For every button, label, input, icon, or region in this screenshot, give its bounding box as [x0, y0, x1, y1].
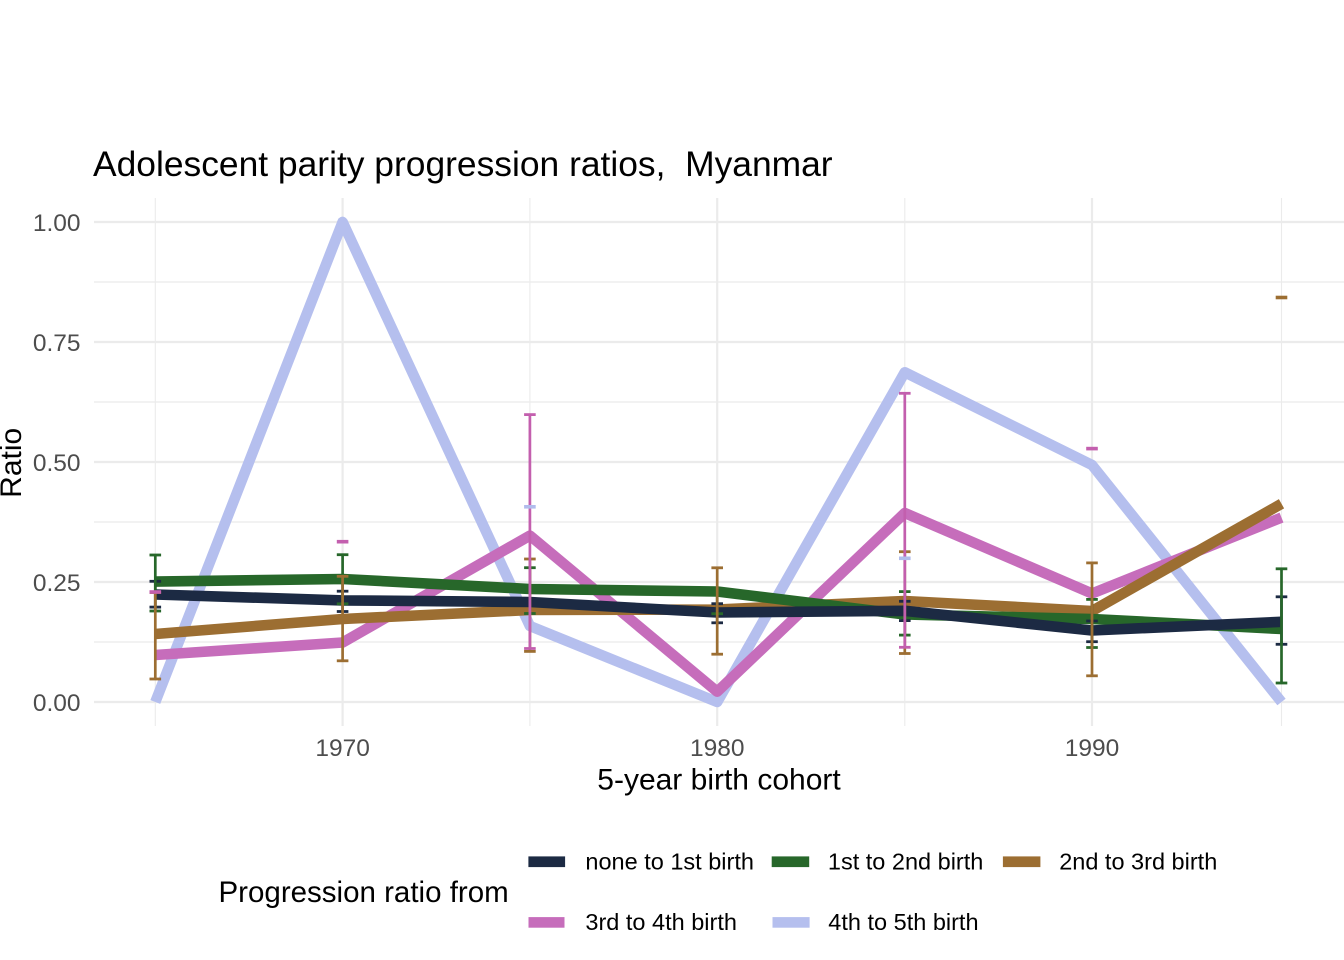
svg-text:0.75: 0.75	[33, 330, 81, 357]
svg-text:3rd to 4th birth: 3rd to 4th birth	[585, 909, 737, 935]
svg-text:0.00: 0.00	[33, 690, 81, 717]
svg-text:none to 1st birth: none to 1st birth	[585, 849, 754, 875]
svg-text:1970: 1970	[315, 735, 370, 762]
svg-text:0.25: 0.25	[33, 570, 81, 597]
svg-text:4th to 5th birth: 4th to 5th birth	[828, 909, 978, 935]
svg-text:Progression ratio from: Progression ratio from	[219, 876, 509, 909]
svg-text:0.50: 0.50	[33, 450, 81, 477]
svg-text:1980: 1980	[690, 735, 745, 762]
svg-text:2nd to 3rd birth: 2nd to 3rd birth	[1059, 849, 1217, 875]
svg-text:Ratio: Ratio	[0, 428, 28, 498]
svg-text:Adolescent parity progression: Adolescent parity progression ratios, My…	[93, 144, 833, 184]
svg-text:5-year birth cohort: 5-year birth cohort	[597, 763, 841, 796]
svg-text:1st to 2nd birth: 1st to 2nd birth	[828, 849, 983, 875]
svg-text:1990: 1990	[1065, 735, 1120, 762]
svg-text:1.00: 1.00	[33, 210, 81, 237]
